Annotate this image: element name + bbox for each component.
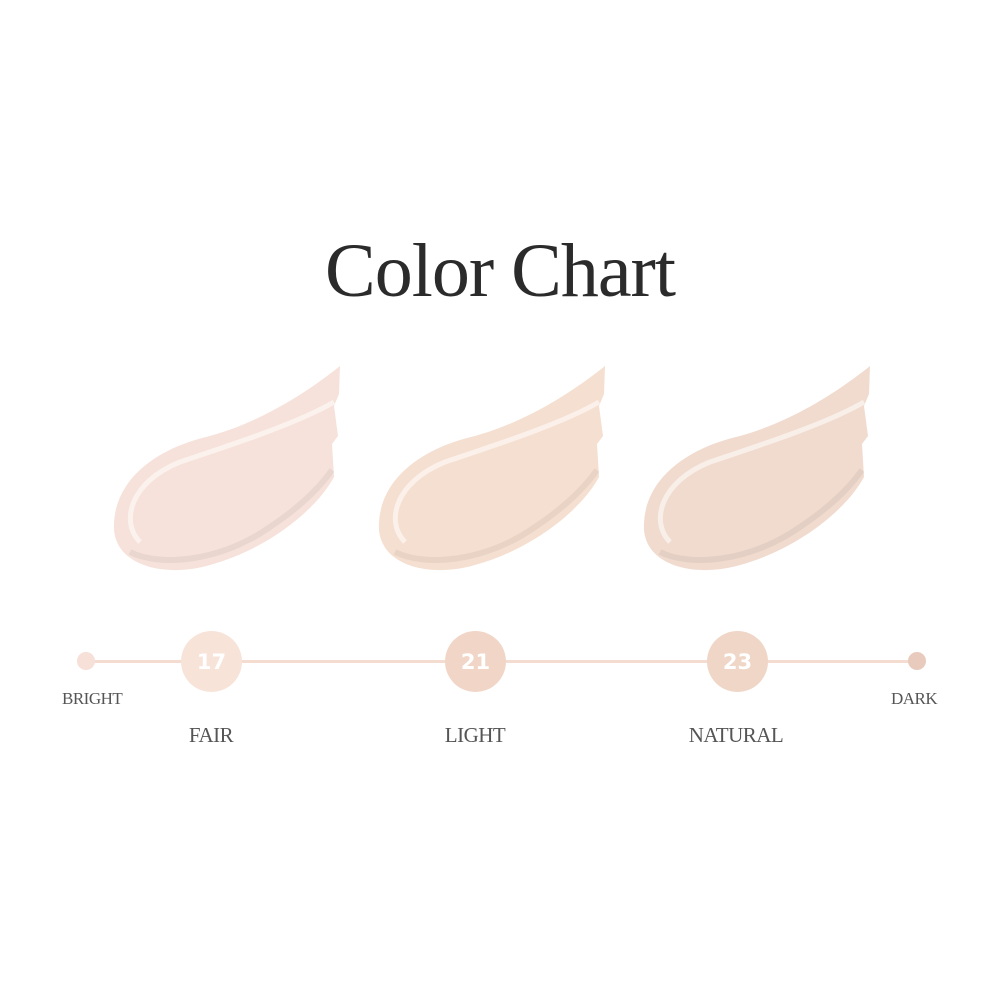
shade-name-natural: NATURAL	[688, 723, 784, 747]
shade-badge-23: 23	[707, 631, 768, 692]
shade-badge-17: 17	[181, 631, 242, 692]
swatch-natural	[640, 362, 880, 582]
dark-label: DARK	[891, 689, 938, 708]
bright-dot	[77, 652, 95, 670]
swatch-light	[375, 362, 615, 582]
shade-name-fair: FAIR	[188, 723, 234, 747]
dark-dot	[908, 652, 926, 670]
shade-badge-21: 21	[445, 631, 506, 692]
bright-label: BRIGHT	[62, 689, 123, 708]
page-title: Color Chart	[325, 229, 676, 313]
swatch-fair	[110, 362, 350, 582]
shade-name-light: LIGHT	[444, 723, 506, 747]
